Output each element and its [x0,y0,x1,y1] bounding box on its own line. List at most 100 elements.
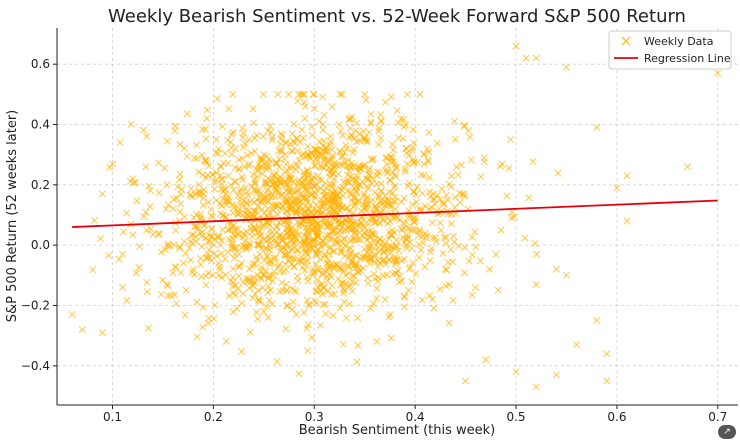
data-point [98,190,107,198]
data-point [438,185,446,193]
data-point [295,176,303,184]
data-point [329,261,338,269]
data-point [155,231,163,239]
data-point [266,246,274,254]
data-point [303,256,312,265]
data-point [339,267,347,275]
data-point [386,242,394,250]
data-point [381,240,389,248]
x-tick-label: 0.2 [204,410,223,424]
data-point [163,181,171,189]
data-point [238,133,247,142]
data-point [355,137,363,145]
data-point [198,151,206,159]
data-point [238,299,246,307]
data-point [352,176,360,184]
data-point [347,244,355,253]
legend-label-weekly-data: Weekly Data [644,35,713,48]
data-point [410,218,418,226]
data-point [392,269,401,278]
data-point [294,277,302,285]
data-point [345,263,354,271]
data-point [160,164,169,172]
data-point [389,146,398,154]
data-point [347,131,356,139]
data-point [276,267,284,276]
data-point [163,280,171,288]
data-point [477,173,485,181]
data-point [169,205,178,213]
data-point [365,216,373,224]
y-ticks: −0.4 −0.2 0.0 0.2 0.4 0.6 [21,57,57,373]
data-point [397,198,405,206]
data-point [258,223,266,231]
data-point [293,235,301,243]
data-point [336,161,344,169]
data-point [348,287,357,296]
data-point [444,196,452,204]
data-point [466,133,474,141]
data-point [275,163,283,171]
data-point [351,236,360,244]
data-point [282,217,290,226]
data-point [316,221,324,229]
data-point [262,152,271,161]
data-point [251,178,259,186]
data-point [210,315,218,323]
data-point [468,291,476,299]
data-point [437,226,445,234]
data-point [307,149,316,158]
data-point [264,174,272,182]
data-point [304,321,312,329]
data-point [238,154,246,163]
data-point [358,219,366,228]
data-point [403,235,411,243]
data-point [190,271,199,279]
data-point [326,218,334,227]
data-point [400,224,409,232]
data-point [212,149,220,157]
data-point [214,232,222,241]
data-point [297,151,305,160]
data-point [296,202,304,210]
data-point [119,228,128,236]
expand-icon[interactable]: ↗ [718,425,736,439]
data-point [256,237,264,245]
data-point [363,182,371,190]
data-point [258,283,267,292]
data-point [204,269,212,277]
data-point [494,286,502,294]
data-point [303,273,311,281]
data-point [289,298,297,306]
data-point [347,191,355,199]
data-point [531,239,539,247]
data-point [298,126,306,134]
data-point [454,171,462,179]
data-point [411,226,420,234]
data-point [149,230,157,238]
data-point [212,135,220,144]
data-point [98,328,107,337]
data-point [264,191,273,200]
data-point [359,127,367,135]
data-point [320,198,328,206]
data-point [218,123,227,131]
data-point [338,90,346,98]
legend-marker-weekly-data [621,36,631,46]
data-point [320,284,328,292]
data-point [372,204,380,212]
data-point [193,298,201,306]
data-point [420,171,428,179]
data-point [341,149,349,157]
data-point [286,201,294,210]
data-point [414,232,423,240]
data-point [115,255,123,263]
data-point [506,135,515,144]
data-point [146,202,154,211]
data-point [264,197,272,206]
data-point [354,197,363,205]
data-point [217,249,226,257]
data-point [241,243,250,252]
data-point [328,152,337,160]
data-point [447,172,456,180]
